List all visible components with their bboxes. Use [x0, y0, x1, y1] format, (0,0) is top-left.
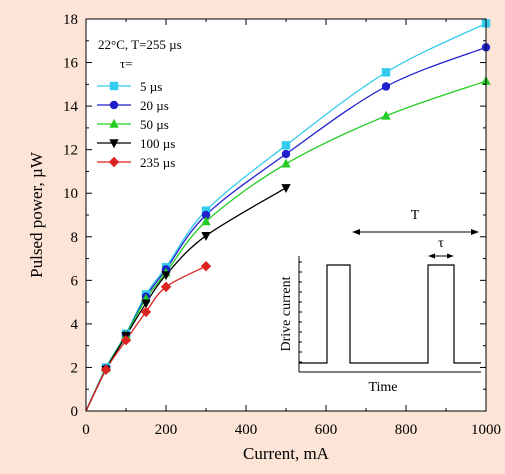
legend-label-3: 100 µs — [140, 136, 175, 151]
inset-y-ticks — [299, 261, 302, 363]
x-axis-label: Current, mA — [243, 444, 330, 463]
x-tick-label: 1000 — [471, 422, 501, 438]
series-3-point — [161, 271, 171, 281]
series-4-point — [100, 364, 112, 375]
width-arrow-right-head — [447, 253, 454, 259]
series-0-point — [281, 141, 291, 150]
series-1-point — [281, 149, 291, 159]
series-3-point — [201, 231, 211, 241]
y-tick-label: 2 — [71, 360, 79, 376]
legend-marker-2 — [109, 118, 119, 128]
series-2-point — [381, 110, 391, 120]
series-0-point — [201, 206, 211, 215]
series-2-point — [201, 216, 211, 226]
period-arrow-left-head — [352, 229, 360, 235]
legend-title: τ= — [120, 56, 133, 71]
series-4-point — [140, 306, 152, 318]
legend-marker-4 — [108, 156, 120, 168]
series-4-point — [120, 335, 132, 346]
inset-x-label: Time — [368, 380, 397, 395]
condition-label: 22°C, T=255 µs — [98, 37, 182, 52]
series-3-point — [281, 184, 291, 193]
series-0-point — [381, 68, 391, 77]
pulse-width-label: τ — [438, 236, 444, 251]
x-tick-label: 800 — [395, 422, 418, 438]
series-1-point — [201, 210, 211, 220]
data-markers — [100, 19, 491, 375]
legend-marker-0 — [109, 81, 119, 91]
series-3-point — [141, 299, 151, 309]
x-tick-label: 200 — [155, 422, 178, 438]
y-tick-label: 10 — [63, 186, 78, 202]
y-tick-label: 4 — [71, 317, 79, 333]
y-tick-label: 12 — [63, 143, 78, 159]
y-tick-label: 14 — [63, 99, 79, 115]
series-4-point — [200, 260, 212, 272]
legend-label-1: 20 µs — [140, 98, 169, 113]
y-axis-label: Pulsed power, µW — [27, 151, 46, 278]
inset-pulse-diagram: Drive current Time T τ — [279, 208, 481, 395]
axis-ticks — [85, 18, 487, 412]
plot-background — [86, 19, 486, 411]
legend-marker-3 — [109, 139, 119, 149]
series-4-point — [160, 281, 172, 293]
legend-marker-1 — [109, 100, 119, 110]
series-1-point — [381, 82, 391, 91]
y-tick-label: 18 — [63, 12, 78, 28]
y-tick-label: 8 — [71, 230, 79, 246]
legend-label-4: 235 µs — [140, 155, 175, 170]
y-tick-label: 0 — [71, 404, 79, 420]
inset-y-label: Drive current — [279, 276, 294, 351]
legend-label-0: 5 µs — [140, 79, 162, 94]
legend: 5 µs 20 µs 50 µs 100 µs 235 µs — [97, 79, 175, 170]
inset-pulse-waveform — [299, 264, 481, 364]
y-tick-label: 6 — [71, 273, 79, 289]
tick-labels: 0 200 400 600 800 1000 0 2 4 6 8 10 12 14 16 18 — [63, 12, 501, 438]
period-arrow-right-head — [471, 229, 479, 235]
width-arrow-left-head — [428, 253, 435, 259]
legend-label-2: 50 µs — [140, 117, 169, 132]
period-label: T — [411, 208, 420, 223]
x-tick-label: 400 — [235, 422, 258, 438]
x-tick-label: 600 — [315, 422, 338, 438]
x-tick-label: 0 — [82, 422, 90, 438]
series-2-point — [281, 158, 291, 168]
y-tick-label: 16 — [63, 56, 79, 72]
